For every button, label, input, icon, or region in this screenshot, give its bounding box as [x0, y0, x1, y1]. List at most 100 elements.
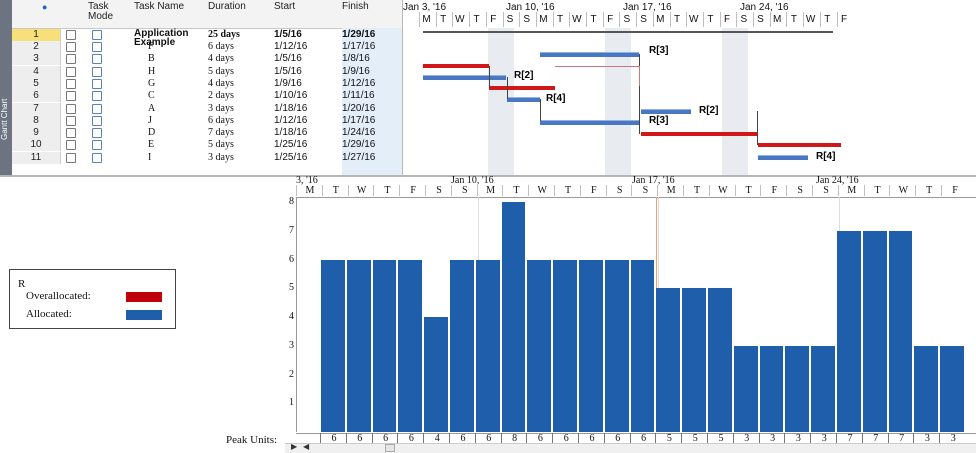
resource-graph[interactable]: 3, '16 Jan 10, '16 Jan 17, '16 Jan 24, '16 … [0, 175, 976, 453]
task-duration[interactable]: 4 days [208, 77, 234, 89]
task-duration[interactable]: 5 days [208, 65, 234, 77]
task-duration[interactable]: 2 days [208, 90, 234, 102]
gantt-bar-g[interactable] [489, 86, 555, 90]
task-mode-icon[interactable] [92, 78, 102, 89]
table-row[interactable]: 6 C 2 days 1/10/16 1/11/16 [12, 90, 402, 103]
table-row[interactable]: 5 G 4 days 1/9/16 1/12/16 [12, 77, 402, 90]
task-duration[interactable]: 4 days [208, 53, 234, 65]
row-number[interactable]: 2 [12, 41, 61, 53]
task-name[interactable]: F [148, 41, 154, 52]
task-name[interactable]: C [148, 90, 155, 102]
task-finish[interactable]: 1/29/16 [342, 29, 376, 40]
task-start[interactable]: 1/9/16 [274, 77, 302, 89]
gantt-chart[interactable]: Jan 3, '16 Jan 10, '16 Jan 17, '16 Jan 24, … [402, 0, 976, 175]
table-row[interactable]: 9 D 7 days 1/18/16 1/24/16 [12, 127, 402, 140]
col-duration[interactable]: Duration [208, 1, 246, 12]
row-number[interactable]: 10 [12, 139, 61, 152]
task-mode-icon[interactable] [92, 66, 102, 77]
table-row[interactable]: 2 F 6 days 1/12/16 1/17/16 [12, 41, 402, 53]
task-name[interactable]: Application Example [134, 28, 189, 48]
gantt-bar-b[interactable] [423, 64, 489, 68]
row-number[interactable]: 3 [12, 53, 61, 66]
scroll-right-icon[interactable]: ▶ [291, 442, 298, 451]
view-bar[interactable]: Gantt Chart [0, 0, 12, 175]
task-mode-icon[interactable] [92, 54, 102, 65]
scroll-left-icon[interactable]: ◀ [303, 442, 310, 451]
table-row[interactable]: 11 I 3 days 1/25/16 1/27/16 [12, 151, 402, 164]
row-number[interactable]: 8 [12, 114, 61, 127]
row-number[interactable]: 6 [12, 90, 61, 103]
gantt-bar-e[interactable] [758, 143, 841, 147]
task-mode-icon[interactable] [92, 42, 102, 52]
task-mode-icon[interactable] [92, 152, 102, 163]
col-task-name[interactable]: Task Name [134, 1, 185, 12]
gantt-bar-i[interactable] [758, 155, 808, 160]
table-row[interactable]: 3 B 4 days 1/5/16 1/8/16 [12, 53, 402, 66]
task-name[interactable]: A [148, 102, 156, 114]
gantt-bar-d[interactable] [641, 132, 757, 136]
table-row[interactable]: 10 E 5 days 1/25/16 1/29/16 [12, 139, 402, 152]
task-start[interactable]: 1/12/16 [274, 41, 308, 52]
task-name[interactable]: I [148, 151, 152, 163]
summary-bar[interactable] [423, 31, 833, 33]
task-name[interactable]: B [148, 53, 155, 65]
gantt-bar-f[interactable] [540, 52, 639, 57]
task-finish[interactable]: 1/11/16 [342, 90, 375, 102]
row-number[interactable]: 4 [12, 65, 61, 78]
task-duration[interactable]: 6 days [208, 41, 234, 52]
task-mode-icon[interactable] [92, 103, 102, 114]
task-mode-icon[interactable] [92, 115, 102, 126]
task-finish[interactable]: 1/27/16 [342, 151, 376, 163]
task-finish[interactable]: 1/17/16 [342, 41, 376, 52]
task-duration[interactable]: 6 days [208, 114, 234, 126]
table-row[interactable]: 4 H 5 days 1/5/16 1/9/16 [12, 65, 402, 78]
gantt-bar-j[interactable] [540, 120, 639, 125]
task-finish[interactable]: 1/8/16 [342, 53, 370, 65]
task-finish[interactable]: 1/12/16 [342, 77, 376, 89]
task-start[interactable]: 1/25/16 [274, 139, 308, 151]
task-name[interactable]: D [148, 127, 156, 139]
task-mode-icon[interactable] [92, 30, 102, 40]
task-start[interactable]: 1/10/16 [274, 90, 308, 102]
gantt-bar-h[interactable] [423, 75, 506, 80]
task-finish[interactable]: 1/29/16 [342, 139, 376, 151]
task-start[interactable]: 1/5/16 [274, 29, 302, 40]
task-duration[interactable]: 3 days [208, 102, 234, 114]
row-number[interactable]: 11 [12, 151, 61, 164]
scroll-thumb[interactable] [385, 444, 395, 452]
task-mode-icon[interactable] [92, 140, 102, 151]
task-start[interactable]: 1/5/16 [274, 65, 302, 77]
task-start[interactable]: 1/18/16 [274, 127, 308, 139]
split-divider[interactable] [0, 175, 976, 177]
row-number[interactable]: 7 [12, 102, 61, 115]
task-finish[interactable]: 1/9/16 [342, 65, 370, 77]
col-task-mode[interactable]: Task Mode [88, 1, 114, 22]
gantt-bar-a[interactable] [641, 109, 691, 114]
gantt-bar-c[interactable] [507, 97, 540, 102]
row-number[interactable]: 9 [12, 127, 61, 140]
task-duration[interactable]: 25 days [208, 29, 240, 40]
task-duration[interactable]: 3 days [208, 151, 234, 163]
task-finish[interactable]: 1/24/16 [342, 127, 376, 139]
task-start[interactable]: 1/5/16 [274, 53, 302, 65]
task-duration[interactable]: 5 days [208, 139, 234, 151]
task-duration[interactable]: 7 days [208, 127, 234, 139]
task-name[interactable]: H [148, 65, 156, 77]
task-mode-icon[interactable] [92, 91, 102, 102]
task-start[interactable]: 1/25/16 [274, 151, 308, 163]
task-finish[interactable]: 1/17/16 [342, 114, 376, 126]
table-row[interactable]: 7 A 3 days 1/18/16 1/20/16 [12, 102, 402, 115]
task-name[interactable]: J [148, 114, 152, 126]
row-number[interactable]: 5 [12, 77, 61, 90]
task-mode-icon[interactable] [92, 128, 102, 139]
task-name[interactable]: G [148, 77, 156, 89]
task-start[interactable]: 1/18/16 [274, 102, 308, 114]
col-start[interactable]: Start [274, 1, 296, 12]
task-table[interactable]: ● Task Mode Task Name Duration Start Fin… [12, 0, 402, 175]
task-name[interactable]: E [148, 139, 155, 151]
table-row[interactable]: 8 J 6 days 1/12/16 1/17/16 [12, 114, 402, 127]
task-finish[interactable]: 1/20/16 [342, 102, 376, 114]
task-start[interactable]: 1/12/16 [274, 114, 308, 126]
col-finish[interactable]: Finish [342, 1, 369, 12]
indicators-icon[interactable]: ● [42, 2, 48, 12]
